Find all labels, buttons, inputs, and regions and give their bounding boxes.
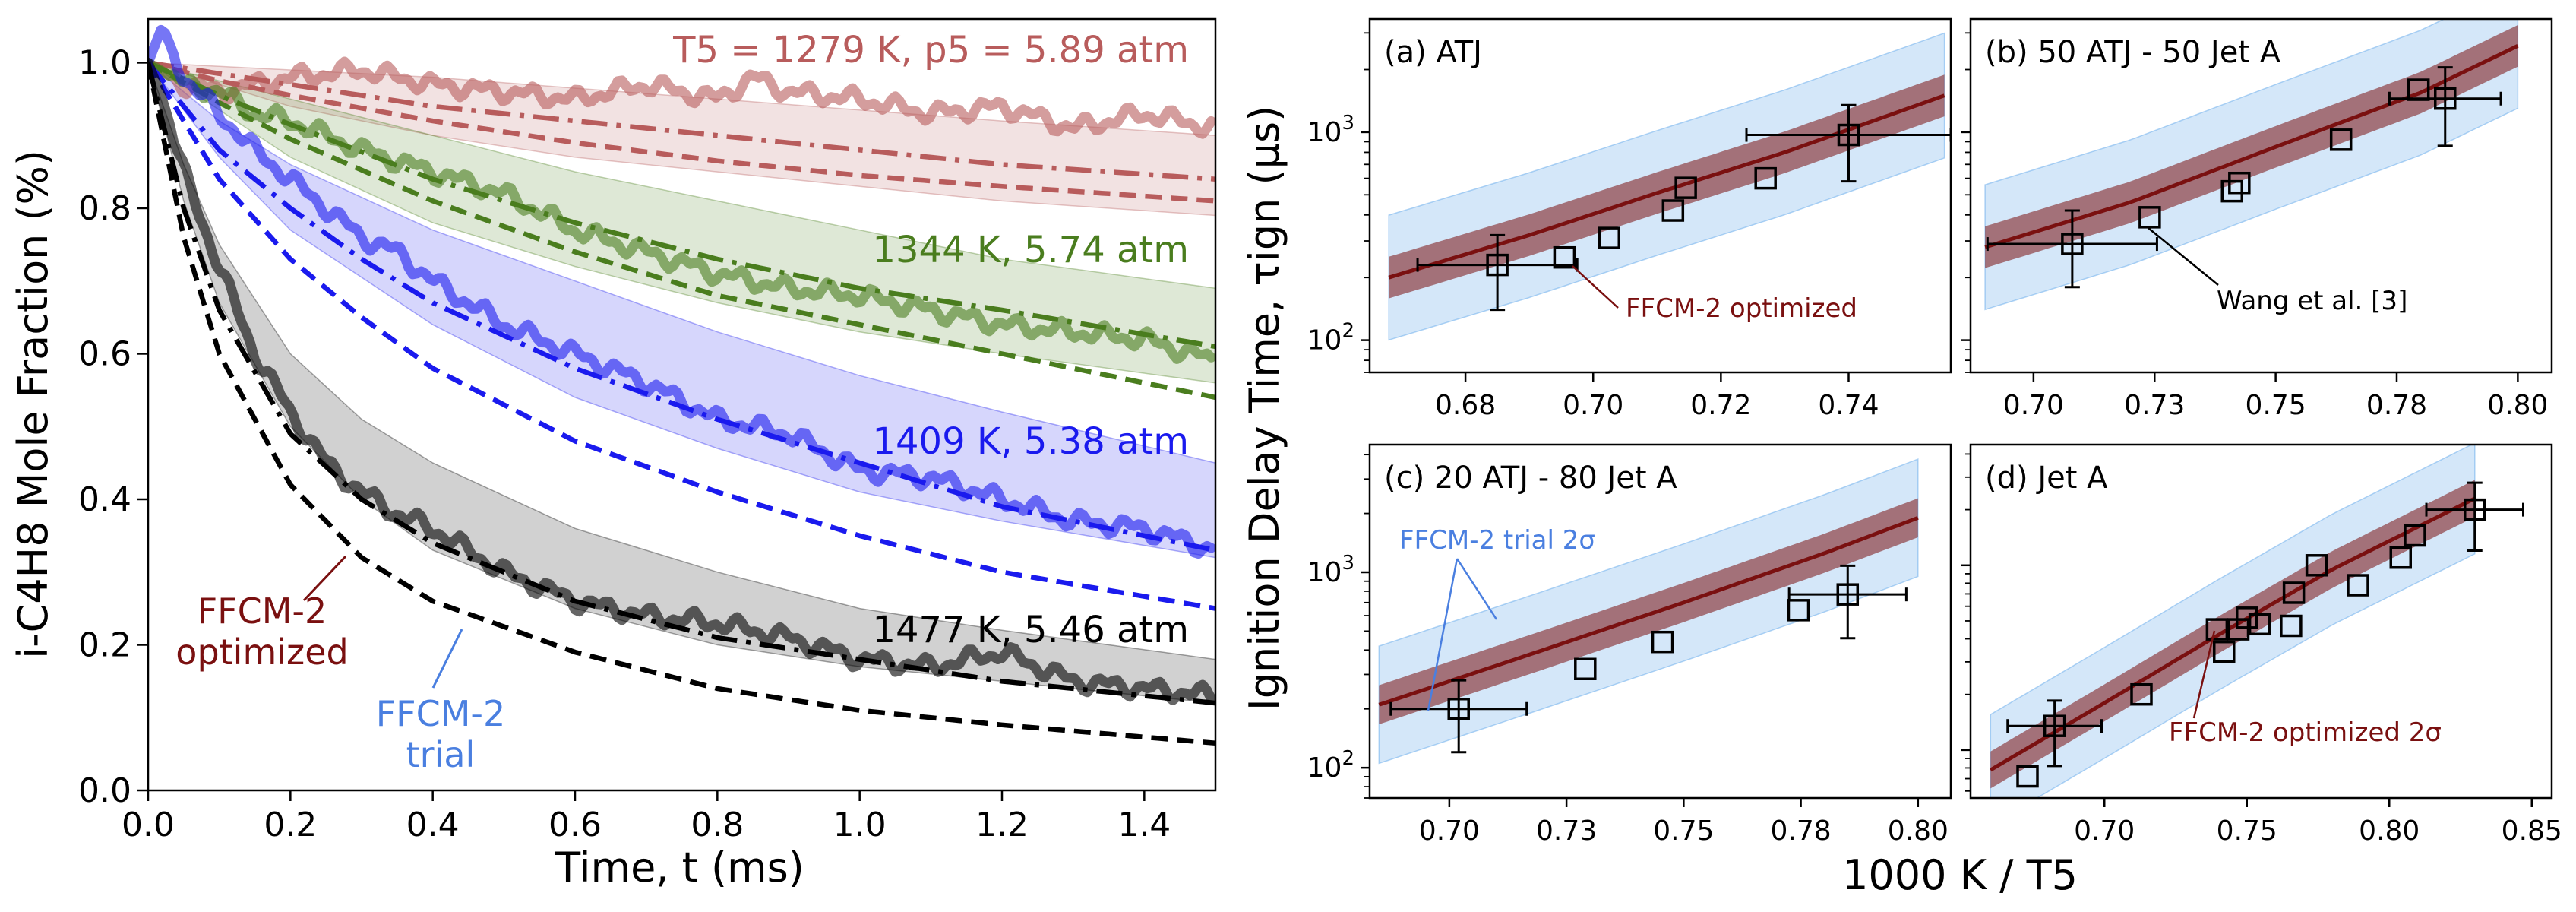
panel-c-annotation: FFCM-2 trial 2σ (1399, 525, 1595, 556)
panel-a-title: (a) ATJ (1384, 35, 1482, 70)
ffcm2-trial-pointer (433, 629, 462, 688)
right-y-axis-label: Ignition Delay Time, τign (μs) (1241, 106, 1288, 711)
x-tick-label: 0.74 (1818, 390, 1879, 421)
x-tick-label: 0.78 (1771, 815, 1832, 847)
x-tick-label: 0.80 (2359, 815, 2420, 847)
left-y-tick-label: 0.4 (78, 480, 131, 519)
left-x-tick-label: 1.2 (975, 806, 1029, 844)
panel-d-annotation: FFCM-2 optimized 2σ (2169, 717, 2442, 748)
left-x-tick-label: 0.6 (548, 806, 602, 844)
idt-panel-b: 0.70 0.73 0.75 0.78 0.80 (b) 50 ATJ - 50 Jet… (1961, 0, 2552, 421)
panel-c-title: (c) 20 ATJ - 80 Jet A (1384, 461, 1677, 496)
left-x-tick-label: 0.8 (691, 806, 744, 844)
left-y-tick-label: 0.8 (78, 189, 131, 228)
x-tick-label: 0.72 (1690, 390, 1751, 421)
x-tick-label: 0.85 (2502, 815, 2562, 847)
x-tick-label: 0.75 (2246, 390, 2306, 421)
right-x-axis-label: 1000 K / T5 (1842, 851, 2078, 899)
panel-b-title: (b) 50 ATJ - 50 Jet A (1985, 35, 2281, 70)
x-tick-label: 0.75 (1653, 815, 1714, 847)
idt-panel-a: 0.68 0.70 0.72 0.74 102 103 (a) ATJ FFCM-2 op… (1307, 19, 1951, 421)
idt-panel-d: 0.70 0.75 0.80 0.85 (d) Jet A FFCM-2 optimi… (1961, 443, 2562, 847)
left-y-tick-label: 1.0 (78, 43, 131, 82)
left-y-tick-label: 0.0 (78, 771, 131, 810)
x-tick-label: 0.73 (1536, 815, 1597, 847)
series-label-1477K: 1477 K, 5.46 atm (872, 609, 1189, 651)
left-x-tick-label: 0.0 (122, 806, 175, 844)
x-tick-label: 0.70 (2003, 390, 2064, 421)
panel-a-annotation: FFCM-2 optimized (1626, 293, 1857, 324)
x-tick-label: 0.75 (2217, 815, 2277, 847)
left-y-tick-label: 0.2 (78, 625, 131, 664)
left-y-tick-label: 0.6 (78, 334, 131, 373)
ffcm2-optimized-annotation: FFCM-2 optimized (175, 591, 348, 673)
x-tick-label: 0.70 (1419, 815, 1480, 847)
x-tick-label: 0.80 (1888, 815, 1949, 847)
left-x-tick-label: 0.2 (264, 806, 317, 844)
left-x-tick-label: 0.4 (406, 806, 460, 844)
y-tick-label: 102 (1307, 747, 1354, 784)
left-x-tick-label: 1.0 (833, 806, 887, 844)
panel-b-annotation: Wang et al. [3] (2217, 286, 2407, 316)
left-x-axis-label: Time, t (ms) (555, 844, 804, 891)
mole-fraction-panel: 0.0 0.2 0.4 0.6 0.8 1.0 1.2 1.4 0.0 0.2 0.4 0.6 0.8 1… (9, 19, 1215, 891)
x-tick-label: 0.70 (2074, 815, 2135, 847)
idt-panel-c: 0.70 0.73 0.75 0.78 0.80 102 103 (c) 20 ATJ - … (1307, 445, 1951, 847)
x-tick-label: 0.70 (1563, 390, 1623, 421)
x-tick-label: 0.80 (2487, 390, 2548, 421)
y-tick-label: 103 (1307, 112, 1354, 148)
x-tick-label: 0.68 (1435, 390, 1496, 421)
panel-c-pointer-upper (1457, 559, 1497, 619)
series-label-1409K: 1409 K, 5.38 atm (872, 420, 1189, 463)
left-x-tick-label: 1.4 (1117, 806, 1171, 844)
y-tick-label: 103 (1307, 552, 1354, 588)
x-tick-label: 0.78 (2366, 390, 2427, 421)
series-label-1344K: 1344 K, 5.74 atm (872, 229, 1189, 271)
series-label-1279K: T5 = 1279 K, p5 = 5.89 atm (672, 29, 1189, 71)
x-tick-label: 0.73 (2124, 390, 2185, 421)
panel-d-title: (d) Jet A (1985, 461, 2108, 496)
y-tick-label: 102 (1307, 320, 1354, 356)
left-y-axis-label: i-C4H8 Mole Fraction (%) (9, 150, 57, 659)
ffcm2-trial-annotation: FFCM-2 trial (376, 693, 506, 775)
